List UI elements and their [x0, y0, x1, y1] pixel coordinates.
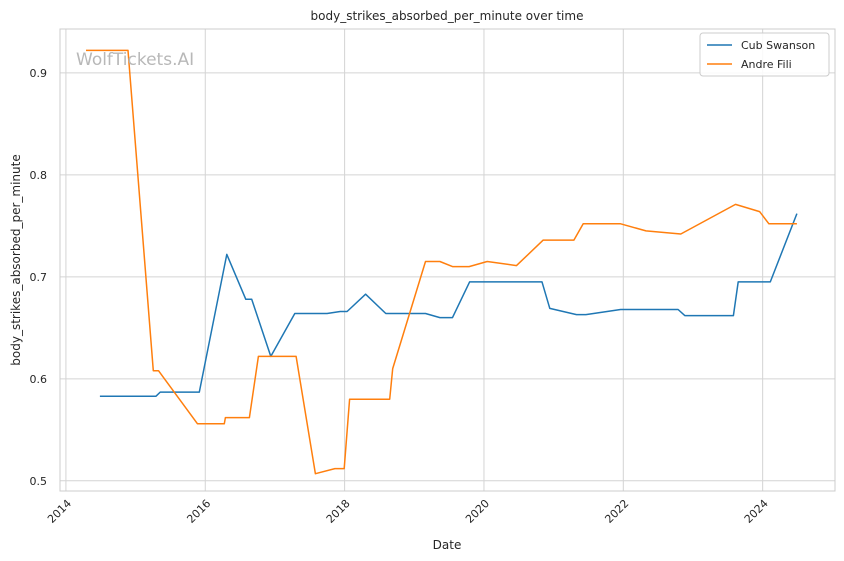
x-axis-label: Date: [433, 538, 462, 552]
legend-label-andre-fili: Andre Fili: [741, 58, 792, 71]
legend-box: [699, 32, 830, 77]
y-tick-label: 0.6: [30, 373, 48, 386]
plot-frame: [59, 28, 836, 492]
y-tick-label: 0.5: [30, 475, 48, 488]
series-line-cub-swanson: [99, 213, 798, 397]
y-axis-ticks: 0.5 0.6 0.7 0.8 0.9: [30, 67, 48, 488]
y-axis-label: body_strikes_absorbed_per_minute: [9, 154, 23, 365]
y-tick-label: 0.7: [30, 271, 48, 284]
series-lines: [86, 49, 798, 475]
y-tick-label: 0.8: [30, 169, 48, 182]
plot-background: [60, 29, 835, 491]
series-line-andre-fili: [86, 49, 797, 475]
chart-title: body_strikes_absorbed_per_minute over ti…: [311, 9, 584, 23]
legend: Cub Swanson Andre Fili: [699, 32, 830, 77]
plot-area: [59, 28, 836, 492]
y-tick-label: 0.9: [30, 67, 48, 80]
legend-label-cub-swanson: Cub Swanson: [741, 39, 815, 52]
watermark: WolfTickets.AI: [76, 50, 194, 70]
